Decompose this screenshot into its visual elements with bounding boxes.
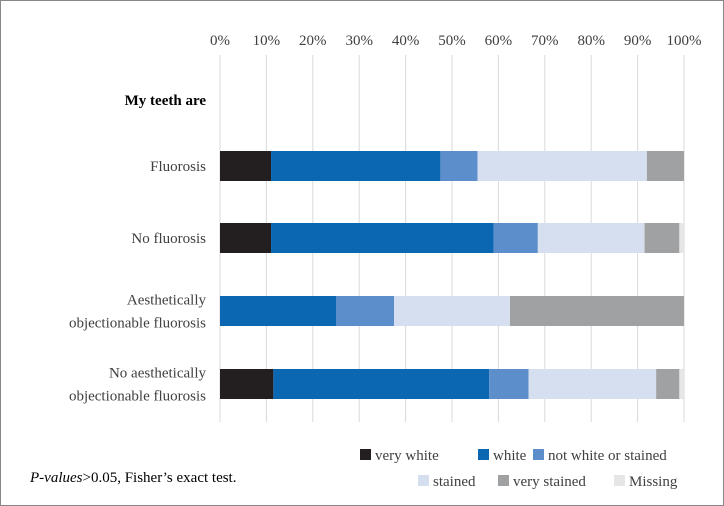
- legend-swatch: [478, 449, 489, 460]
- x-tick-label: 80%: [577, 33, 605, 49]
- bar-segment: [477, 151, 647, 181]
- category-label: No aesthetically: [109, 366, 207, 382]
- footnote-italic: P-values: [30, 470, 83, 486]
- bar-segment: [510, 296, 684, 326]
- category-labels: Fluorosis No fluorosis Aesthetically object…: [69, 159, 207, 405]
- x-tick-label: 0%: [210, 33, 230, 49]
- category-label: objectionable fluorosis: [69, 389, 206, 405]
- bar-segment: [537, 223, 645, 253]
- x-tick-label: 70%: [531, 33, 559, 49]
- category-label: Aesthetically: [127, 293, 207, 309]
- category-label: No fluorosis: [131, 231, 206, 247]
- x-tick-label: 20%: [299, 33, 327, 49]
- legend-label: Missing: [629, 474, 678, 490]
- x-tick-label: 100%: [667, 33, 702, 49]
- x-tick-label: 90%: [624, 33, 652, 49]
- x-tick-label: 50%: [438, 33, 466, 49]
- axis-heading: My teeth are: [125, 93, 207, 109]
- bar-segment: [646, 151, 684, 181]
- x-tick-label: 10%: [253, 33, 281, 49]
- bar-segment: [489, 369, 529, 399]
- bar-segment: [271, 223, 494, 253]
- legend-label: very white: [375, 448, 439, 464]
- legend-swatch: [418, 475, 429, 486]
- bar-segment: [220, 369, 274, 399]
- bar-segment: [394, 296, 510, 326]
- legend-label: not white or stained: [548, 448, 667, 464]
- x-tick-label: 60%: [485, 33, 513, 49]
- legend-swatch: [533, 449, 544, 460]
- bar-segment: [440, 151, 478, 181]
- bar-segment: [528, 369, 657, 399]
- legend: very white white not white or stained stain…: [360, 448, 678, 490]
- category-label: objectionable fluorosis: [69, 316, 206, 332]
- footnote-text: >0.05, Fisher’s exact test.: [82, 470, 237, 486]
- legend-label: stained: [433, 474, 476, 490]
- x-tick-label: 30%: [345, 33, 373, 49]
- bar-segment: [493, 223, 538, 253]
- bar-segment: [220, 296, 336, 326]
- legend-swatch: [614, 475, 625, 486]
- footnote: P-values>0.05, Fisher’s exact test.: [30, 470, 236, 487]
- bar-segment: [336, 296, 394, 326]
- bar-segment: [679, 223, 684, 253]
- bar-segment: [656, 369, 680, 399]
- x-axis-ticks: 0% 10% 20% 30% 40% 50% 60% 70% 80% 90% 100%: [210, 33, 702, 49]
- category-label: Fluorosis: [150, 159, 206, 175]
- legend-label: white: [493, 448, 527, 464]
- bar-segment: [271, 151, 441, 181]
- x-tick-label: 40%: [392, 33, 420, 49]
- legend-label: very stained: [513, 474, 586, 490]
- bar-segment: [220, 151, 272, 181]
- bar-segment: [220, 223, 272, 253]
- legend-swatch: [498, 475, 509, 486]
- legend-swatch: [360, 449, 371, 460]
- bars: [220, 151, 684, 399]
- bar-segment: [644, 223, 680, 253]
- bar-segment: [273, 369, 490, 399]
- bar-segment: [679, 369, 684, 399]
